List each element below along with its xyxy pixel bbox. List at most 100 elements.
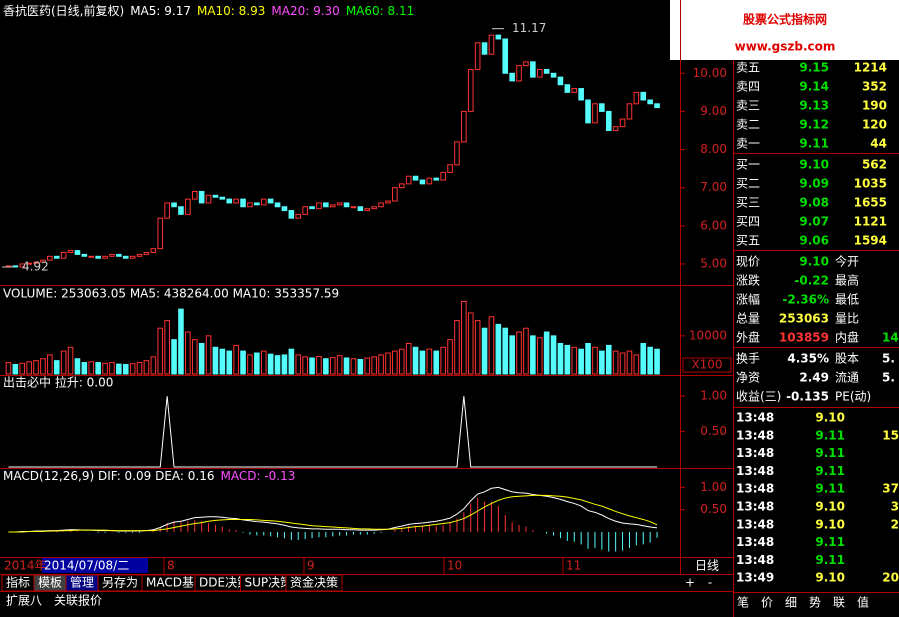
volume-bar <box>33 360 39 375</box>
quote-label: 涨幅 <box>736 292 760 307</box>
volume-bar <box>564 344 571 375</box>
volume-bar <box>191 339 198 375</box>
zoom-in[interactable]: + <box>685 576 695 590</box>
candle <box>467 68 474 112</box>
candle <box>260 198 267 206</box>
candle <box>116 253 122 257</box>
volume-bar <box>405 342 412 375</box>
candle <box>136 253 143 257</box>
candle <box>447 164 453 173</box>
book-price: 9.06 <box>799 234 829 248</box>
macd-header: MACD(12,26,9) DIF: 0.09 DEA: 0.16 MACD: -… <box>3 469 295 483</box>
volume-bar <box>323 358 329 375</box>
candle <box>619 118 626 128</box>
candle <box>254 202 260 206</box>
volume-bar <box>150 356 157 375</box>
volume-bar <box>612 350 619 375</box>
candle <box>654 103 660 109</box>
candle <box>633 91 640 105</box>
candle <box>550 72 557 78</box>
candle <box>302 206 308 215</box>
volume-bar <box>585 342 591 375</box>
year: 2014年 <box>4 559 47 573</box>
tab[interactable]: 另存为 <box>102 576 138 590</box>
volume-bar <box>26 361 32 375</box>
candle <box>309 206 315 210</box>
candle <box>405 175 412 185</box>
candle <box>599 103 605 112</box>
candle <box>95 255 101 259</box>
quote-label2: 流通 <box>835 371 859 385</box>
volume-bar <box>440 346 446 375</box>
quote-label2: PE(动) <box>835 390 871 404</box>
volume-bar <box>412 346 419 375</box>
book-volume: 1035 <box>854 177 887 191</box>
book-price: 9.14 <box>799 80 829 94</box>
candle <box>316 202 322 210</box>
side-tab[interactable]: 值 <box>857 595 869 610</box>
quote-label: 换手 <box>736 352 760 366</box>
side-tab[interactable]: 价 <box>761 596 773 610</box>
volume-bar <box>488 316 495 375</box>
book-price: 9.09 <box>799 177 829 191</box>
candle <box>274 202 281 208</box>
volume-bar <box>247 354 253 375</box>
tab[interactable]: SUP决策 <box>245 576 293 590</box>
volume-bar <box>447 339 453 375</box>
candle <box>178 206 184 215</box>
candle <box>392 187 398 202</box>
volume-bar <box>267 353 274 375</box>
volume-bar <box>509 335 515 375</box>
candle <box>488 34 495 55</box>
y-tick-label: 1.00 <box>700 480 727 494</box>
candle <box>185 198 191 215</box>
bottom-tab[interactable]: 扩展八 <box>6 594 42 608</box>
trade-price: 9.11 <box>815 553 845 567</box>
tab[interactable]: 指标 <box>6 575 30 590</box>
side-tab[interactable]: 细 <box>785 596 797 610</box>
trade-time: 13:49 <box>736 571 774 585</box>
tab[interactable]: 模板 <box>38 576 62 590</box>
candle <box>419 179 426 185</box>
candle <box>60 251 67 259</box>
volume-bar <box>136 362 143 375</box>
book-label: 买三 <box>736 196 760 210</box>
book-label: 卖一 <box>736 137 760 151</box>
candle <box>150 248 157 253</box>
candle <box>364 208 371 212</box>
volume-bar <box>302 356 308 375</box>
side-tab[interactable]: 笔 <box>737 595 749 610</box>
candle <box>53 255 60 259</box>
trade-time: 13:48 <box>736 482 774 496</box>
volume-bar <box>419 350 426 375</box>
tab[interactable]: MACD基本 <box>146 576 206 590</box>
zoom-out[interactable]: - <box>708 576 712 590</box>
tab[interactable]: 资金决策 <box>290 575 338 590</box>
trade-time: 13:48 <box>736 553 774 567</box>
trade-price: 9.11 <box>815 464 845 478</box>
dea-line <box>8 494 658 533</box>
candle <box>495 34 502 40</box>
volume-bar <box>288 348 295 375</box>
candle <box>385 200 391 204</box>
candle <box>157 217 164 250</box>
side-tab[interactable]: 联 <box>833 596 845 610</box>
trade-time: 13:48 <box>736 428 774 442</box>
candle <box>557 76 564 86</box>
volume-bar <box>385 352 391 375</box>
tab[interactable]: 管理 <box>70 575 94 590</box>
volume-bar <box>102 362 108 375</box>
volume-bar <box>254 352 260 375</box>
bottom-tab[interactable]: 关联报价 <box>54 593 102 608</box>
candle <box>523 61 529 67</box>
quote-value2: 5. <box>882 352 895 366</box>
quote-label2: 今开 <box>835 254 859 269</box>
volume-bar <box>67 346 74 375</box>
tab[interactable]: DDE决策 <box>199 576 249 590</box>
trade-price: 9.11 <box>815 446 845 460</box>
candle <box>19 263 26 268</box>
volume-bar <box>357 359 364 375</box>
side-tab[interactable]: 势 <box>809 596 821 610</box>
volume-bar <box>530 335 536 375</box>
